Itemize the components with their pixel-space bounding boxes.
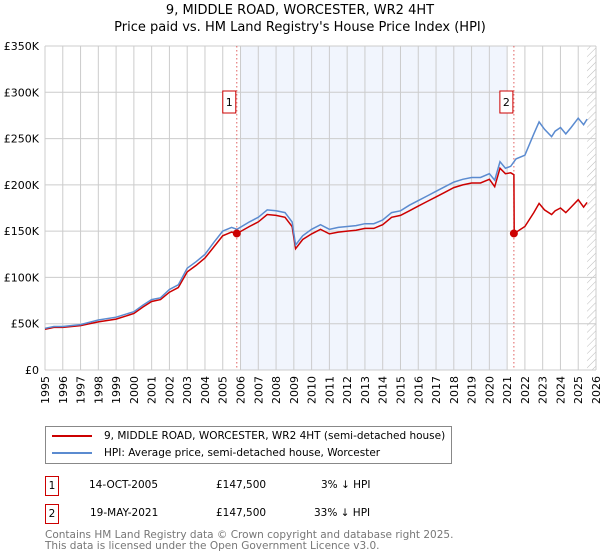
x-tick-label: 2000 (128, 376, 141, 404)
sale-label-box (499, 90, 514, 114)
chart-title: 9, MIDDLE ROAD, WORCESTER, WR2 4HT (165, 3, 435, 18)
y-tick-label: £350K (4, 40, 40, 53)
x-tick-label: 2008 (270, 376, 283, 404)
x-tick-label: 2005 (217, 376, 230, 404)
x-tick-label: 2026 (590, 376, 600, 404)
sale-point (232, 229, 241, 238)
y-tick-label: £150K (4, 225, 40, 238)
y-tick-label: £250K (4, 133, 40, 146)
x-tick-label: 1998 (92, 376, 105, 404)
legend-swatch-blue (52, 452, 92, 454)
y-tick-label: £200K (4, 179, 40, 192)
x-tick-label: 1999 (110, 376, 123, 404)
hpi-line (44, 116, 588, 330)
footer-line: Contains HM Land Registry data © Crown c… (45, 529, 454, 541)
ownership-shade (240, 46, 508, 370)
legend-label: 9, MIDDLE ROAD, WORCESTER, WR2 4HT (semi… (104, 430, 446, 442)
x-tick-label: 2016 (412, 376, 425, 404)
y-tick-label: £100K (4, 271, 40, 284)
x-tick-label: 2020 (483, 376, 496, 404)
sale-hpi-diff: 33% ↓ HPI (314, 507, 371, 519)
footer: Contains HM Land Registry data © Crown c… (45, 530, 453, 552)
x-tick-label: 2012 (341, 376, 354, 404)
price-chart: 1995 1996 1997 1998 1999 2000 2001 2002 2003 2004… (4, 40, 600, 404)
chart-subtitle: Price paid vs. HM Land Registry's House … (114, 20, 486, 35)
sale-row: 1 14-OCT-2005 £147,500 3% ↓ HPI (45, 476, 445, 496)
x-tick-label: 1995 (39, 376, 52, 404)
legend: 9, MIDDLE ROAD, WORCESTER, WR2 4HT (semi… (45, 426, 452, 464)
sale-row: 2 19-MAY-2021 £147,500 33% ↓ HPI (45, 504, 445, 524)
x-tick-label: 2003 (181, 376, 194, 404)
y-tick-label: £50K (11, 318, 40, 331)
x-tick-label: 2006 (235, 376, 248, 404)
sale-label: 2 (503, 96, 510, 109)
sale-price: £147,500 (216, 507, 267, 519)
x-tick-label: 2024 (554, 376, 567, 404)
x-tick-label: 2010 (306, 376, 319, 404)
x-tick-label: 2025 (572, 376, 585, 404)
x-tick-label: 2019 (466, 376, 479, 404)
x-tick-label: 2004 (199, 376, 212, 404)
x-tick-label: 2018 (448, 376, 461, 404)
x-tick-label: 2013 (359, 376, 372, 404)
x-tick-label: 2022 (519, 376, 532, 404)
legend-label: HPI: Average price, semi-detached house,… (104, 447, 381, 459)
x-tick-label: 2001 (146, 376, 159, 404)
sale-price: £147,500 (216, 479, 267, 491)
x-tick-label: 2002 (163, 376, 176, 404)
legend-item-hpi: HPI: Average price, semi-detached house,… (52, 447, 380, 459)
forecast-hatch (587, 46, 596, 370)
x-tick-label: 2021 (501, 376, 514, 404)
sale-point (509, 229, 518, 238)
x-tick-label: 2011 (323, 376, 336, 404)
sale-badge: 2 (45, 504, 59, 524)
footer-line: This data is licensed under the Open Gov… (45, 540, 380, 552)
x-tick-label: 2009 (288, 376, 301, 404)
legend-item-property: 9, MIDDLE ROAD, WORCESTER, WR2 4HT (semi… (52, 430, 445, 442)
x-tick-label: 2023 (537, 376, 550, 404)
x-tick-label: 1997 (75, 376, 88, 404)
x-tick-label: 2014 (377, 376, 390, 404)
y-tick-label: £300K (4, 86, 40, 99)
y-tick-label: £0 (25, 364, 39, 377)
x-tick-label: 2015 (394, 376, 407, 404)
x-tick-label: 2007 (252, 376, 265, 404)
sale-label: 1 (226, 96, 233, 109)
sale-label-box (222, 90, 237, 114)
sale-date: 19-MAY-2021 (90, 507, 159, 519)
sale-badge: 1 (45, 476, 59, 496)
x-tick-label: 2017 (430, 376, 443, 404)
sale-date: 14-OCT-2005 (89, 479, 158, 491)
x-tick-label: 1996 (57, 376, 70, 404)
property-price-line (44, 166, 588, 331)
sale-hpi-diff: 3% ↓ HPI (321, 479, 371, 491)
legend-swatch-red (52, 435, 92, 437)
